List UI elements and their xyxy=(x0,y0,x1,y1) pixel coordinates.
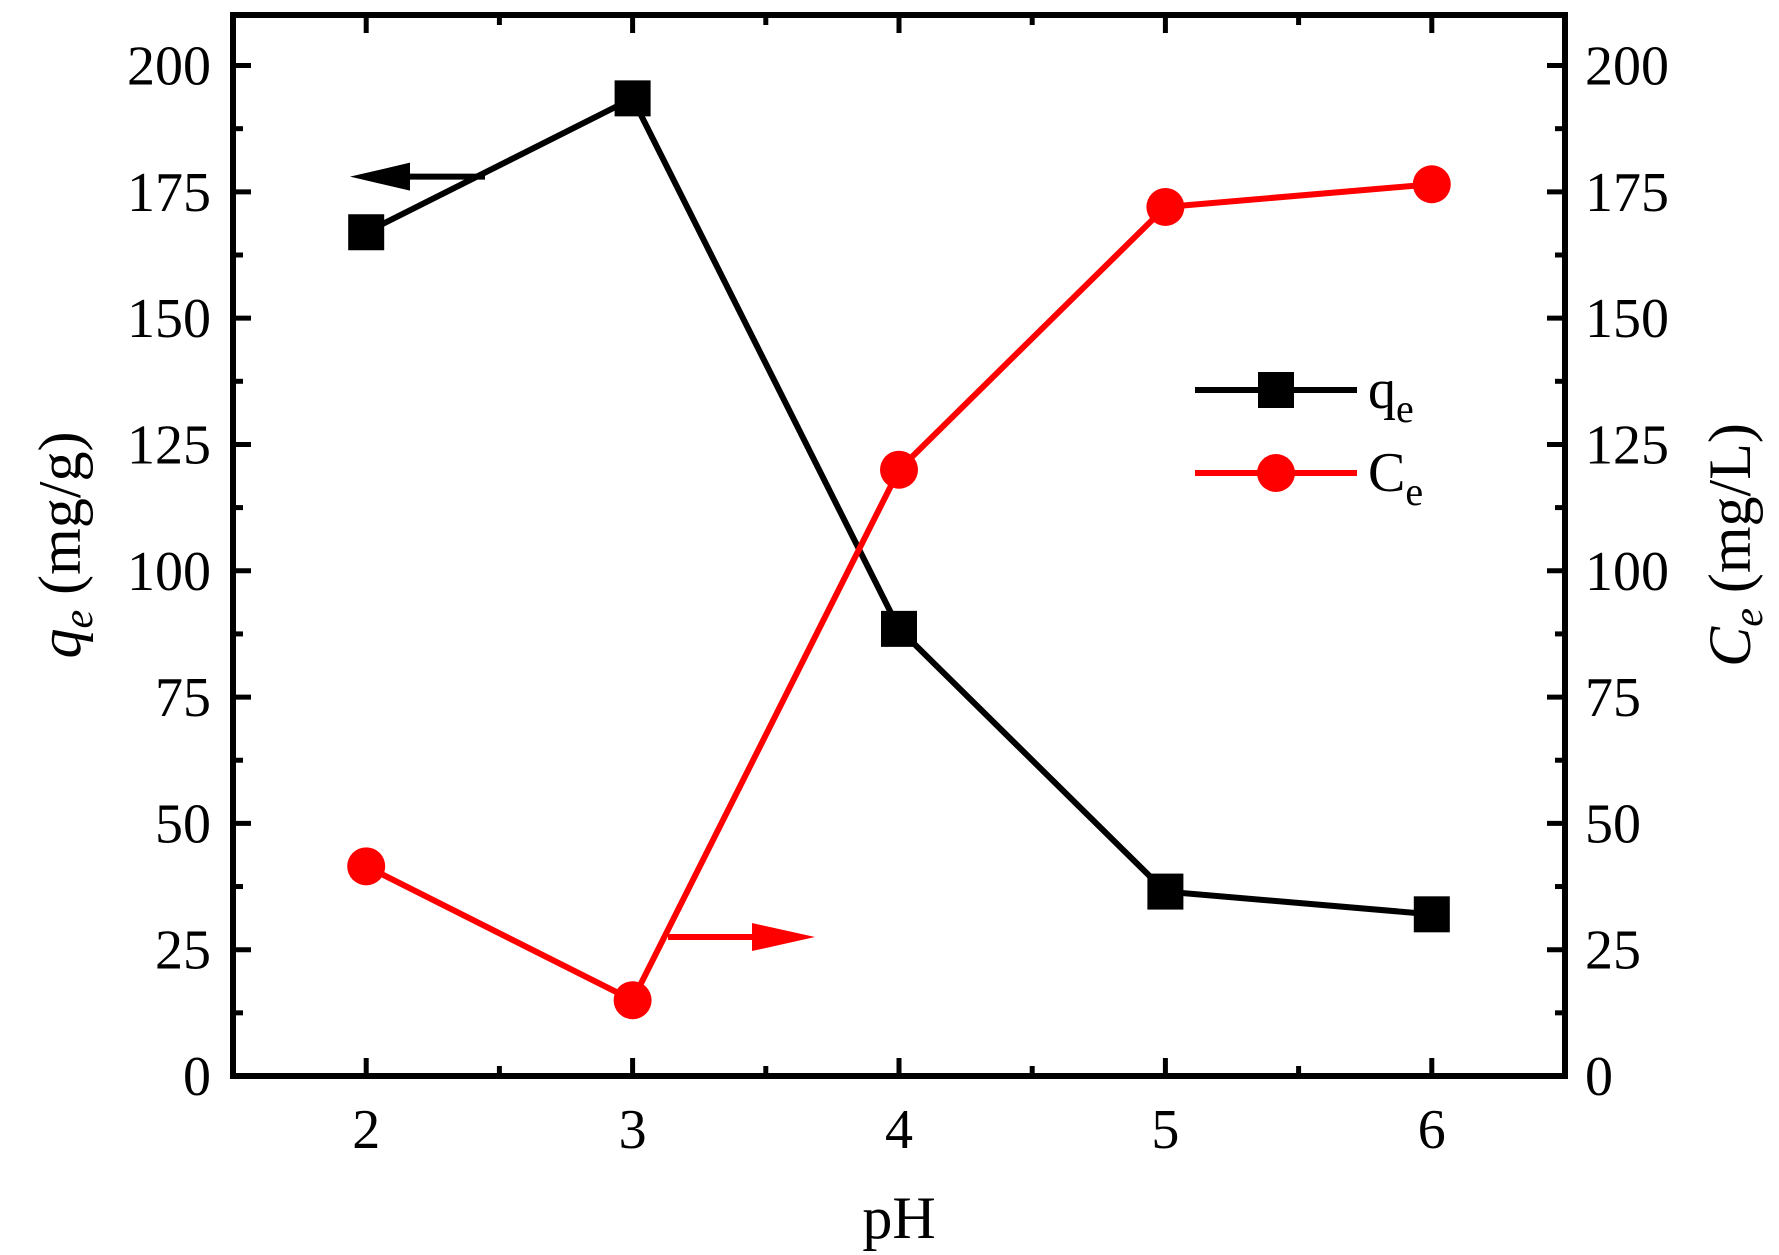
series-line-qe xyxy=(364,94,1433,918)
y-right-tick-label: 0 xyxy=(1585,1046,1613,1108)
marker-qe xyxy=(614,80,651,117)
ticks xyxy=(233,15,1565,1079)
tick-labels: 2 3 4 5 6 0 25 50 75 100 125 150 175 200 0 25 50 75 100 125… xyxy=(127,36,1669,1161)
series-line-Ce xyxy=(364,181,1433,1005)
marker-Ce xyxy=(1146,187,1185,226)
y-left-tick-label: 100 xyxy=(127,541,211,603)
x-tick-label: 5 xyxy=(1151,1099,1179,1161)
annotations xyxy=(350,162,815,952)
legend-label-ce-sub: e xyxy=(1405,469,1423,514)
marker-Ce xyxy=(347,847,386,886)
legend-entry-ce: Ce xyxy=(1195,442,1423,514)
y-right-title-symbol: C xyxy=(1697,626,1763,667)
arrow-right-head xyxy=(752,923,815,952)
x-axis-title: pH xyxy=(862,1185,935,1251)
y-left-axis-title: qe (mg/g) xyxy=(27,432,102,659)
y-right-tick-label: 75 xyxy=(1585,667,1641,729)
y-left-tick-label: 25 xyxy=(155,920,211,982)
legend-marker-ce xyxy=(1257,454,1295,492)
markers xyxy=(347,80,1451,1020)
legend-label-qe-main: q xyxy=(1368,359,1396,421)
y-left-tick-label: 50 xyxy=(155,793,211,855)
y-right-tick-label: 200 xyxy=(1585,36,1669,98)
legend-entry-qe: qe xyxy=(1195,359,1414,431)
y-right-tick-label: 175 xyxy=(1585,162,1669,224)
y-right-tick-label: 100 xyxy=(1585,541,1669,603)
y-right-tick-label: 125 xyxy=(1585,414,1669,476)
y-left-title-symbol: q xyxy=(27,628,93,658)
marker-qe xyxy=(1147,873,1184,910)
legend-label-qe-sub: e xyxy=(1396,386,1414,431)
y-right-tick-label: 25 xyxy=(1585,920,1641,982)
y-right-tick-label: 150 xyxy=(1585,288,1669,350)
y-right-axis-title: Ce (mg/L) xyxy=(1697,423,1772,667)
marker-Ce xyxy=(880,450,918,489)
y-left-title-unit: (mg/g) xyxy=(27,432,93,610)
legend-marker-qe xyxy=(1258,372,1294,408)
marker-Ce xyxy=(1412,165,1451,204)
legend-label-ce-main: C xyxy=(1368,442,1405,504)
legend-label-ce: Ce xyxy=(1368,442,1423,514)
y-left-tick-label: 200 xyxy=(127,36,211,98)
y-right-tick-label: 50 xyxy=(1585,793,1641,855)
y-left-tick-label: 125 xyxy=(127,414,211,476)
x-tick-label: 4 xyxy=(885,1099,913,1161)
y-left-tick-label: 150 xyxy=(127,288,211,350)
arrow-left-head xyxy=(350,162,410,191)
y-right-title-sub: e xyxy=(1726,608,1772,627)
y-left-tick-label: 75 xyxy=(155,667,211,729)
y-left-tick-label: 0 xyxy=(183,1046,211,1108)
legend: qe Ce xyxy=(1195,359,1423,514)
series-lines xyxy=(364,94,1433,1005)
y-left-tick-label: 175 xyxy=(127,162,211,224)
marker-qe xyxy=(348,214,385,251)
marker-Ce xyxy=(613,981,652,1020)
marker-qe xyxy=(881,610,917,647)
y-right-title-unit: (mg/L) xyxy=(1697,423,1763,608)
x-tick-label: 6 xyxy=(1418,1099,1446,1161)
y-left-title-sub: e xyxy=(56,610,102,629)
legend-label-qe: qe xyxy=(1368,359,1414,431)
marker-qe xyxy=(1413,896,1450,933)
x-tick-label: 2 xyxy=(352,1099,380,1161)
x-tick-label: 3 xyxy=(619,1099,647,1161)
